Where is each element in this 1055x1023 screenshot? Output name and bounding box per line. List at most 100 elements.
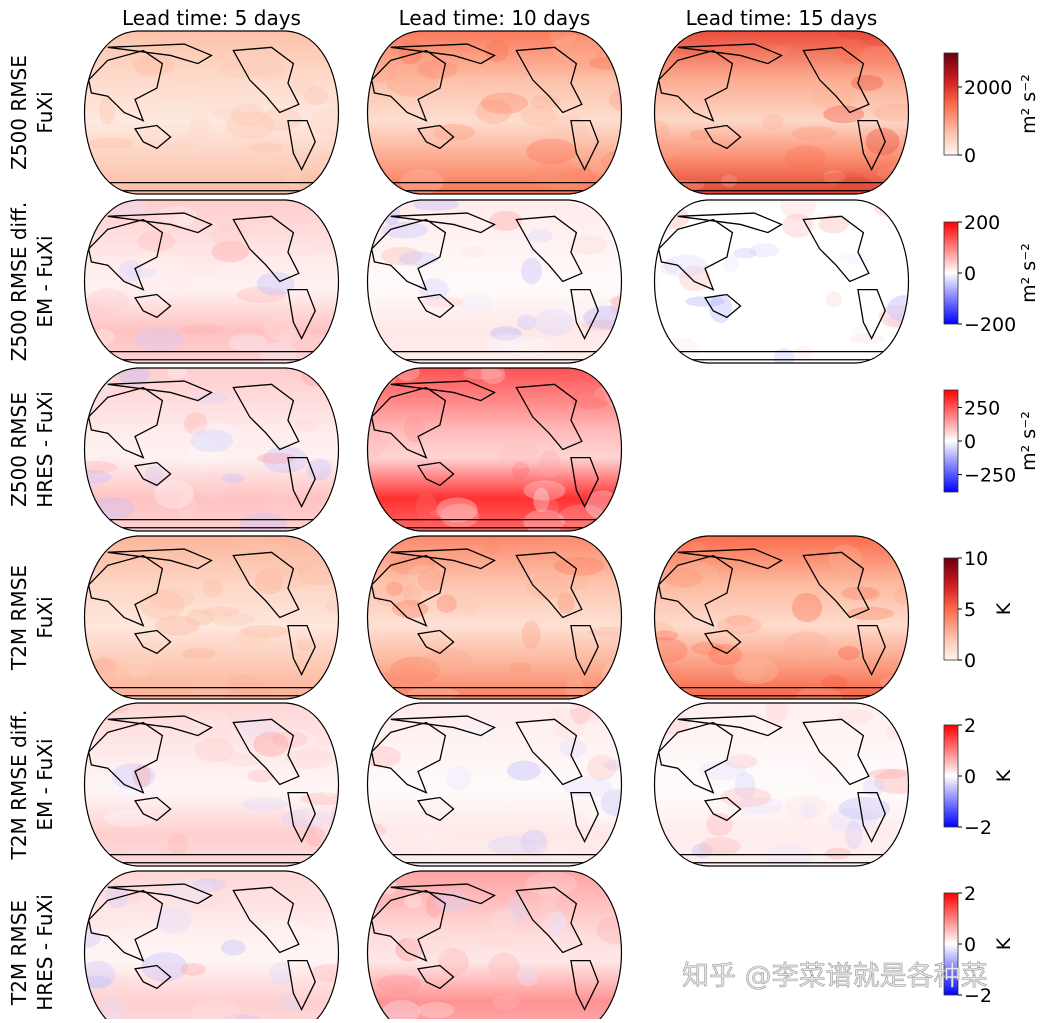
- field-anomaly: [278, 994, 300, 1013]
- coastline: [107, 380, 213, 402]
- field-anomaly: [521, 257, 542, 285]
- field-anomaly: [733, 247, 757, 259]
- field-anomaly: [84, 960, 116, 990]
- field-anomaly: [249, 63, 287, 81]
- field-anomaly: [460, 703, 509, 711]
- field-anomaly: [109, 200, 147, 217]
- field-anomaly: [862, 777, 885, 797]
- field-anomaly: [811, 85, 856, 109]
- field-anomaly: [533, 160, 581, 191]
- field-anomaly: [259, 341, 297, 363]
- field-anomaly: [84, 547, 102, 569]
- field-anomaly: [126, 655, 153, 678]
- map-field: [367, 703, 622, 866]
- field-anomaly: [391, 600, 429, 619]
- coastline: [515, 551, 583, 619]
- field-anomaly: [549, 31, 577, 46]
- coastline: [287, 289, 316, 341]
- field-anomaly: [310, 963, 339, 983]
- coastline: [232, 718, 300, 786]
- field-anomaly: [521, 620, 541, 650]
- field-anomaly: [191, 1000, 241, 1023]
- field-anomaly: [230, 536, 267, 547]
- field-anomaly: [313, 241, 339, 253]
- field-anomaly: [309, 929, 339, 942]
- field-anomaly: [734, 772, 756, 800]
- field-anomaly: [212, 107, 244, 121]
- field-anomaly: [218, 59, 267, 79]
- coastline: [416, 796, 455, 822]
- map-border: [653, 535, 910, 700]
- field-anomaly: [484, 536, 502, 555]
- field-anomaly: [791, 126, 837, 142]
- field-anomaly: [450, 723, 501, 743]
- coastline: [87, 386, 164, 459]
- coastline: [133, 629, 172, 655]
- field-anomaly: [292, 77, 315, 94]
- field-anomaly: [280, 790, 328, 814]
- colorbar-gradient: [943, 221, 959, 325]
- field-anomaly: [296, 638, 313, 652]
- field-anomaly: [702, 536, 737, 554]
- field-anomaly: [386, 824, 436, 845]
- field-anomaly: [724, 750, 751, 766]
- field-anomaly: [381, 221, 428, 239]
- map-border: [83, 30, 340, 195]
- field-anomaly: [433, 890, 471, 912]
- field-anomaly: [490, 326, 522, 341]
- coastline: [515, 46, 583, 114]
- field-anomaly: [685, 296, 725, 307]
- field-anomaly: [765, 703, 789, 724]
- coastline: [802, 718, 870, 786]
- field-anomaly: [417, 568, 443, 592]
- field-anomaly: [720, 174, 738, 188]
- field-anomaly: [263, 314, 298, 342]
- field-anomaly: [226, 111, 276, 140]
- field-anomaly: [367, 433, 386, 459]
- field-anomaly: [301, 368, 328, 387]
- field-anomaly: [557, 592, 575, 615]
- coastline: [416, 461, 455, 487]
- coastline: [657, 218, 734, 291]
- field-anomaly: [823, 105, 865, 124]
- field-anomaly: [367, 352, 386, 363]
- field-anomaly: [413, 200, 460, 211]
- field-anomaly: [171, 67, 201, 87]
- field-anomaly: [325, 599, 339, 614]
- field-anomaly: [158, 205, 198, 224]
- coastline: [677, 212, 783, 234]
- field-anomaly: [663, 254, 708, 278]
- map-border: [366, 30, 623, 195]
- field-anomaly: [485, 39, 509, 62]
- field-anomaly: [784, 794, 828, 821]
- field-anomaly: [569, 388, 612, 410]
- field-anomaly: [526, 138, 577, 165]
- field-anomaly: [84, 917, 129, 930]
- field-anomaly: [141, 952, 188, 982]
- map-panel-r1-c1: [83, 30, 340, 195]
- field-anomaly: [604, 184, 622, 194]
- field-anomaly: [256, 452, 296, 464]
- field-anomaly: [551, 34, 601, 61]
- field-anomaly: [149, 588, 195, 610]
- field-anomaly: [367, 511, 387, 531]
- coastline: [570, 960, 599, 1012]
- field-anomaly: [618, 398, 622, 426]
- field-anomaly: [558, 703, 581, 710]
- coastline: [857, 289, 886, 341]
- field-anomaly: [84, 31, 115, 39]
- map-panel-r2-c3: [653, 199, 910, 364]
- map-border: [83, 367, 340, 532]
- map-border: [366, 535, 623, 700]
- field-anomaly: [654, 275, 663, 293]
- coastline: [677, 548, 783, 570]
- map-panel-r4-c1: [83, 535, 340, 700]
- field-anomaly: [794, 345, 813, 361]
- colorbar-row1: 0 2000 m² s⁻²: [943, 52, 1040, 167]
- coastline: [703, 629, 742, 655]
- field-anomaly: [716, 615, 762, 635]
- coastline: [657, 49, 734, 122]
- field-anomaly: [202, 606, 240, 617]
- field-anomaly: [492, 994, 521, 1011]
